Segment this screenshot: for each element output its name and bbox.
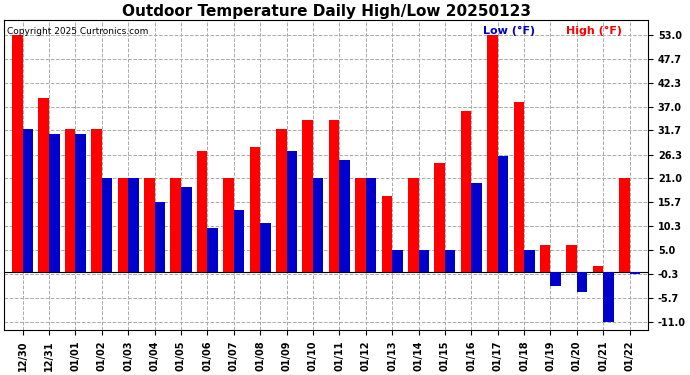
Bar [39,98,49,272]
Bar [197,152,208,272]
Bar [487,35,497,272]
Bar [302,120,313,272]
Bar [408,178,419,272]
Bar [128,178,139,272]
Bar [566,246,577,272]
Bar [630,272,640,274]
Bar [577,272,587,292]
Bar [65,129,75,272]
Bar [260,223,270,272]
Bar [49,134,59,272]
Bar [497,156,509,272]
Bar [382,196,392,272]
Bar [339,160,350,272]
Bar [313,178,324,272]
Bar [434,163,445,272]
Title: Outdoor Temperature Daily High/Low 20250123: Outdoor Temperature Daily High/Low 20250… [121,4,531,19]
Bar [276,129,286,272]
Bar [118,178,128,272]
Bar [392,250,403,272]
Text: Copyright 2025 Curtronics.com: Copyright 2025 Curtronics.com [8,27,149,36]
Bar [603,272,614,321]
Bar [419,250,429,272]
Bar [75,134,86,272]
Bar [540,246,551,272]
Bar [355,178,366,272]
Bar [102,178,112,272]
Bar [12,35,23,272]
Bar [208,228,218,272]
Bar [91,129,102,272]
Bar [181,187,192,272]
Bar [155,202,165,272]
Bar [144,178,155,272]
Bar [461,111,471,272]
Bar [170,178,181,272]
Bar [366,178,376,272]
Bar [286,152,297,272]
Bar [619,178,630,272]
Bar [524,250,535,272]
Bar [23,129,33,272]
Bar [328,120,339,272]
Bar [471,183,482,272]
Bar [593,266,603,272]
Bar [223,178,234,272]
Bar [234,210,244,272]
Text: High (°F): High (°F) [566,26,622,36]
Bar [250,147,260,272]
Bar [513,102,524,272]
Bar [445,250,455,272]
Bar [551,272,561,286]
Text: Low (°F): Low (°F) [483,26,535,36]
